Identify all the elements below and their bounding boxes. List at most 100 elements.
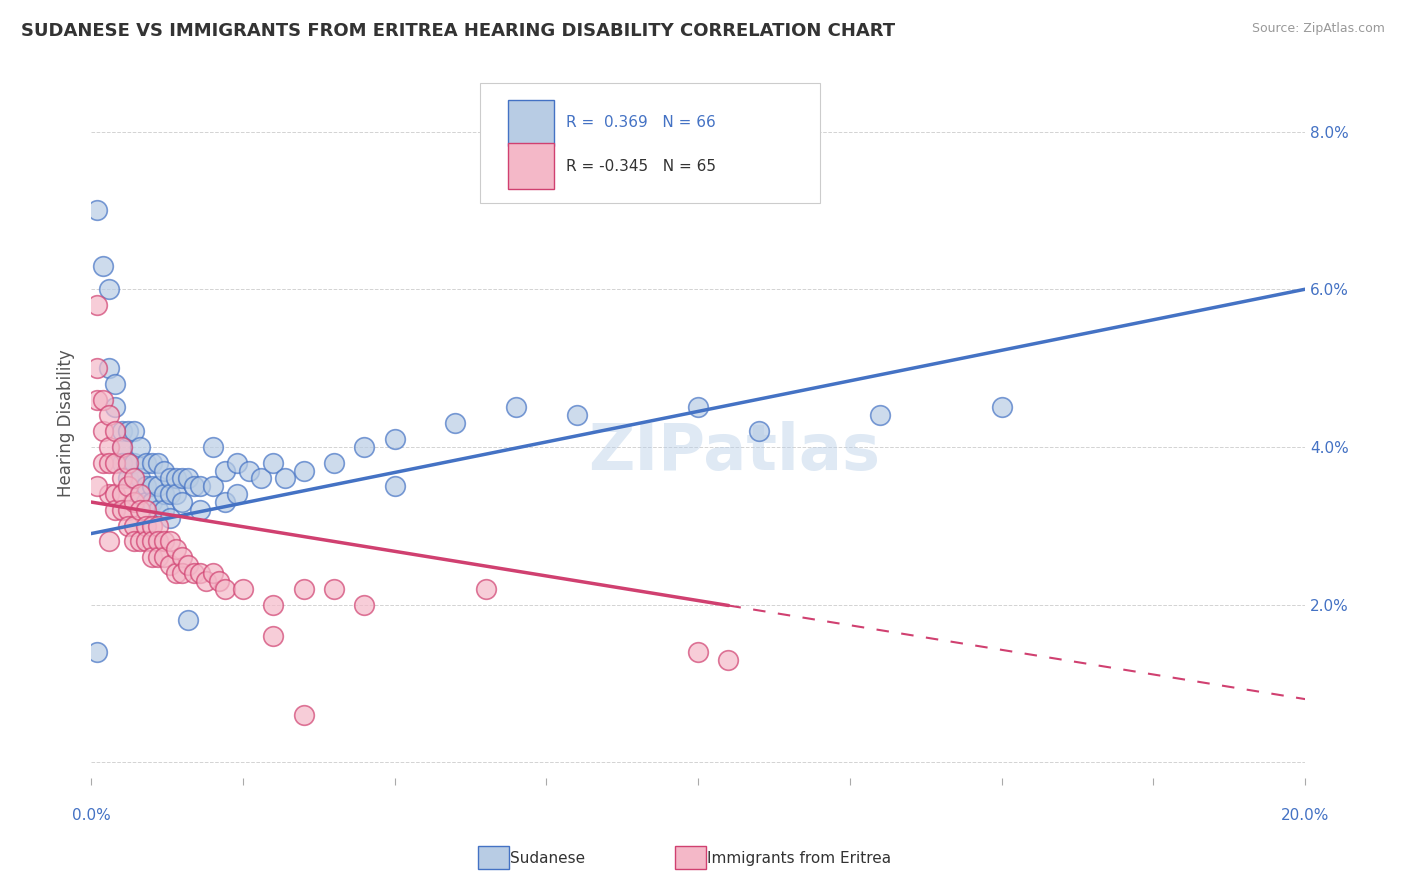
Point (159, 511, 181, 525)
Point (225, 487, 247, 501)
Point (141, 479, 163, 493)
Point (159, 471, 181, 485)
Point (98, 440, 121, 454)
Point (688, 401, 710, 415)
FancyBboxPatch shape (479, 83, 820, 203)
Point (262, 598, 284, 612)
Text: ZIPatlas: ZIPatlas (589, 421, 880, 483)
Point (128, 534, 150, 549)
Point (146, 534, 169, 549)
Point (146, 503, 169, 517)
Point (141, 550, 163, 565)
Point (117, 479, 139, 493)
Point (190, 479, 212, 493)
Point (110, 440, 132, 454)
Point (165, 542, 187, 557)
Point (98, 534, 121, 549)
Text: R =  0.369   N = 66: R = 0.369 N = 66 (565, 115, 716, 130)
Point (146, 479, 169, 493)
Point (717, 653, 740, 667)
Point (159, 558, 181, 573)
Point (86, 203, 108, 218)
Point (117, 456, 139, 470)
Point (195, 574, 218, 588)
Point (353, 598, 375, 612)
Point (159, 487, 181, 501)
Point (135, 479, 157, 493)
Point (135, 503, 157, 517)
Point (274, 471, 297, 485)
Point (110, 440, 132, 454)
Point (201, 440, 224, 454)
Point (165, 566, 187, 580)
Point (141, 534, 163, 549)
Point (122, 456, 145, 470)
Point (86, 298, 108, 312)
Point (688, 645, 710, 659)
Point (141, 495, 163, 509)
Point (135, 518, 157, 533)
Point (201, 479, 224, 493)
Point (153, 487, 176, 501)
Point (128, 471, 150, 485)
Point (250, 471, 273, 485)
Point (98, 282, 121, 296)
Point (214, 495, 236, 509)
Point (207, 574, 229, 588)
Point (153, 503, 176, 517)
Point (190, 566, 212, 580)
Point (474, 582, 496, 596)
Point (86, 645, 108, 659)
FancyBboxPatch shape (508, 100, 554, 146)
Point (122, 534, 145, 549)
Point (292, 707, 315, 722)
Point (135, 456, 157, 470)
Text: SUDANESE VS IMMIGRANTS FROM ERITREA HEARING DISABILITY CORRELATION CHART: SUDANESE VS IMMIGRANTS FROM ERITREA HEAR… (21, 22, 896, 40)
Point (183, 566, 205, 580)
Point (98, 409, 121, 423)
Point (225, 456, 247, 470)
Point (172, 550, 194, 565)
Point (117, 471, 139, 485)
Point (141, 456, 163, 470)
Point (165, 487, 187, 501)
Point (110, 503, 132, 517)
Point (104, 376, 127, 391)
Point (128, 440, 150, 454)
Point (444, 416, 467, 430)
Point (177, 471, 200, 485)
Point (292, 463, 315, 477)
Point (153, 534, 176, 549)
Point (159, 534, 181, 549)
Point (91, 259, 114, 273)
Point (262, 456, 284, 470)
Point (869, 409, 891, 423)
Point (86, 479, 108, 493)
Point (165, 471, 187, 485)
Point (135, 534, 157, 549)
Y-axis label: Hearing Disability: Hearing Disability (58, 350, 75, 497)
Point (238, 463, 260, 477)
Point (172, 495, 194, 509)
Point (146, 518, 169, 533)
Point (110, 487, 132, 501)
Point (110, 424, 132, 438)
Point (214, 582, 236, 596)
Point (98, 361, 121, 376)
Point (117, 456, 139, 470)
Text: 0.0%: 0.0% (72, 808, 111, 823)
Point (122, 424, 145, 438)
Point (86, 392, 108, 407)
Point (153, 550, 176, 565)
Point (122, 471, 145, 485)
Point (91, 456, 114, 470)
Point (353, 440, 375, 454)
Point (214, 463, 236, 477)
Point (122, 471, 145, 485)
Point (110, 456, 132, 470)
Point (201, 566, 224, 580)
Point (98, 456, 121, 470)
Point (128, 503, 150, 517)
Point (565, 409, 588, 423)
Point (177, 558, 200, 573)
